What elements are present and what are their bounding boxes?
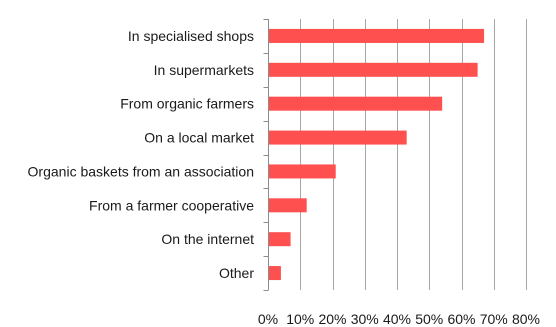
bar-0	[269, 28, 485, 43]
category-label-2: From organic farmers	[120, 96, 254, 112]
gridlines	[300, 19, 527, 290]
category-label-0: In specialised shops	[128, 28, 254, 44]
category-label-6: On the internet	[161, 231, 254, 247]
x-tick-label-70: 70%	[480, 311, 508, 327]
x-tick-label-20: 20%	[318, 311, 346, 327]
bar-7	[269, 266, 281, 281]
category-label-5: From a farmer cooperative	[89, 197, 254, 213]
bar-3	[269, 130, 407, 145]
category-label-1: In supermarkets	[154, 62, 254, 78]
bars	[269, 28, 485, 281]
category-labels: In specialised shops In supermarkets From …	[28, 28, 255, 281]
x-tick-label-80: 80%	[512, 311, 540, 327]
category-label-3: On a local market	[144, 130, 254, 146]
bar-1	[269, 62, 478, 77]
x-tick-label-10: 10%	[286, 311, 314, 327]
bar-2	[269, 96, 443, 111]
bar-6	[269, 232, 291, 247]
x-tick-label-30: 30%	[351, 311, 379, 327]
category-axis	[263, 19, 269, 291]
bar-4	[269, 164, 336, 179]
bar-5	[269, 198, 307, 213]
x-tick-label-0: 0%	[258, 311, 278, 327]
category-label-4: Organic baskets from an association	[28, 163, 254, 179]
x-tick-label-50: 50%	[415, 311, 443, 327]
x-tick-label-40: 40%	[383, 311, 411, 327]
x-tick-label-60: 60%	[447, 311, 475, 327]
category-label-7: Other	[219, 265, 254, 281]
x-tick-labels: 0% 10% 20% 30% 40% 50% 60% 70% 80%	[258, 311, 540, 327]
